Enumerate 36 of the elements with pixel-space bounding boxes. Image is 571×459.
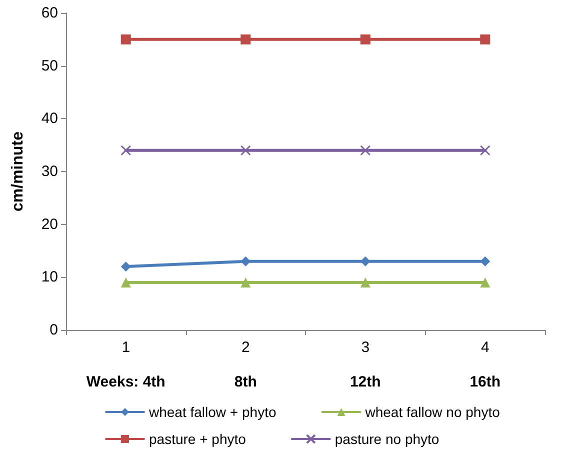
y-tick-label: 10 <box>41 268 58 286</box>
text: 12th <box>350 374 381 390</box>
point <box>480 145 490 156</box>
point <box>360 256 370 266</box>
text: Weeks: 4th <box>86 374 166 390</box>
text: 8th <box>234 374 257 390</box>
point <box>120 262 131 272</box>
x-tick-label: 4 <box>480 339 490 356</box>
point <box>480 256 490 266</box>
y-tick-label: 60 <box>41 4 58 22</box>
y-axis-title: cm/minute <box>10 131 26 212</box>
point <box>360 145 371 156</box>
x-tick-label: 3 <box>361 339 370 356</box>
legend-label: pasture no phyto <box>334 431 440 447</box>
point <box>240 256 251 266</box>
legend-label: wheat fallow + phyto <box>148 404 276 420</box>
x-tick-label: 2 <box>241 339 250 356</box>
x-tick-label: 1 <box>122 339 130 356</box>
y-tick-label: 20 <box>41 216 58 233</box>
point <box>240 34 251 44</box>
point <box>120 277 131 288</box>
y-tick-label: 40 <box>41 110 58 128</box>
point <box>360 277 370 288</box>
point <box>120 34 131 44</box>
y-tick-label: 0 <box>50 322 58 338</box>
point <box>240 277 251 288</box>
y-tick-label: 30 <box>41 163 58 180</box>
legend-label: pasture + phyto <box>149 431 246 447</box>
point <box>480 34 490 44</box>
point <box>480 277 490 288</box>
point <box>240 145 251 156</box>
point <box>360 34 370 44</box>
point <box>120 145 132 156</box>
text: 16th <box>470 374 501 390</box>
legend-label: wheat fallow no phyto <box>364 404 500 420</box>
y-tick-label: 50 <box>41 57 58 74</box>
